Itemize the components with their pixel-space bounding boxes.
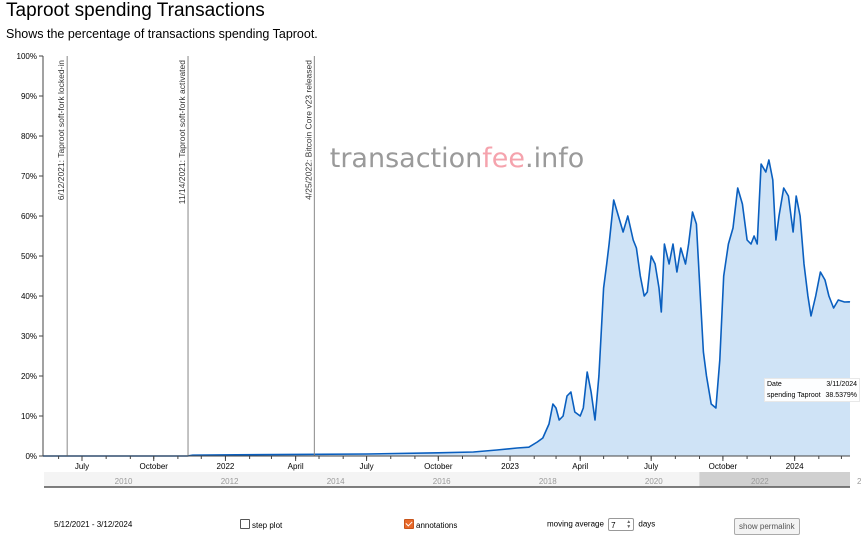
annotations-toggle[interactable]: annotations [404,519,457,530]
y-tick-label: 100% [17,52,37,61]
watermark-part-1: transaction [330,143,483,174]
annotations-checkbox[interactable] [404,519,414,529]
series-area [43,160,850,456]
annotations-layer: 6/12/2021: Taproot soft-fork locked-in 11… [56,56,315,456]
x-tick-label: July [75,462,89,471]
navigator-year-label: 2024 [857,477,861,486]
moving-average-value: 7 [611,521,616,530]
navigator-year-label: 2010 [115,477,133,486]
x-tick-label: October [709,462,738,471]
chart-subtitle: Shows the percentage of transactions spe… [6,27,318,41]
show-permalink-button[interactable]: show permalink [734,518,800,535]
navigator-selection [699,472,850,487]
y-tick-label: 60% [21,212,37,221]
y-tick-label: 30% [21,332,37,341]
watermark-part-2: fee [482,143,525,174]
navigator-year-label: 2020 [645,477,663,486]
navigator-year-label: 2014 [327,477,345,486]
x-tick-label: October [424,462,453,471]
x-tick-label: 2023 [501,462,519,471]
annotation-label: 4/25/2022: Bitcoin Core v23 released [303,60,313,200]
navigator-year-label: 2016 [433,477,451,486]
y-tick-label: 90% [21,92,37,101]
series-line [43,159,851,457]
plot-area[interactable] [43,159,851,457]
y-tick-label: 40% [21,292,37,301]
navigator-year-label: 2022 [751,477,769,486]
navigator-track [44,472,850,487]
days-label: days [638,519,656,529]
x-tick-label: October [139,462,168,471]
chart-title: Taproot spending Transactions [6,0,265,21]
y-tick-label: 50% [21,252,37,261]
step-plot-toggle[interactable]: step plot [240,519,282,530]
navigator-year-label: 2012 [221,477,239,486]
tooltip-series-value: 38.5379% [825,392,857,399]
tooltip-series-label: spending Taproot [767,392,821,399]
navigator-year-label: 2018 [539,477,557,486]
permalink-control: show permalink [734,518,800,535]
x-tick-label: April [572,462,588,471]
annotation-label: 6/12/2021: Taproot soft-fork locked-in [56,60,66,200]
x-tick-label: July [644,462,658,471]
y-tick-label: 70% [21,172,37,181]
y-axis: 0% 10% 20% 30% 40% 50% 60% 70% 80% 90% 100% [17,52,44,461]
step-plot-checkbox[interactable] [240,519,250,529]
x-tick-label: 2022 [217,462,235,471]
tooltip-date-label: Date [767,381,782,388]
watermark-part-3: .info [525,143,584,174]
y-tick-label: 0% [25,452,37,461]
annotation-label: 11/14/2021: Taproot soft-fork activated [177,60,187,205]
tooltip-date-value: 3/11/2024 [826,381,857,388]
watermark-logo: transactionfee.info [330,143,585,174]
y-tick-label: 10% [21,412,37,421]
date-range-text: 5/12/2021 - 3/12/2024 [54,520,133,529]
moving-average-control: moving average 7 ▲ ▼ days [547,518,655,531]
step-plot-label: step plot [252,521,283,530]
range-navigator[interactable]: 2010 2012 2014 2016 2018 2020 2022 2024 [44,472,861,488]
y-tick-label: 80% [21,132,37,141]
spinner-arrows-icon[interactable]: ▲ ▼ [626,519,632,530]
chart-svg[interactable]: 2010 2012 2014 2016 2018 2020 2022 2024 0% 10% 20… [0,0,861,500]
moving-average-label: moving average [547,519,604,529]
x-tick-label: July [359,462,373,471]
x-axis: July October 2022 April July October 2023 April… [43,455,850,471]
data-tooltip: Date 3/11/2024 spending Taproot 38.5379% [764,378,860,402]
annotations-label: annotations [416,521,458,530]
x-tick-label: 2024 [786,462,804,471]
y-tick-label: 20% [21,372,37,381]
moving-average-input[interactable]: 7 ▲ ▼ [608,518,635,531]
x-tick-label: April [288,462,304,471]
